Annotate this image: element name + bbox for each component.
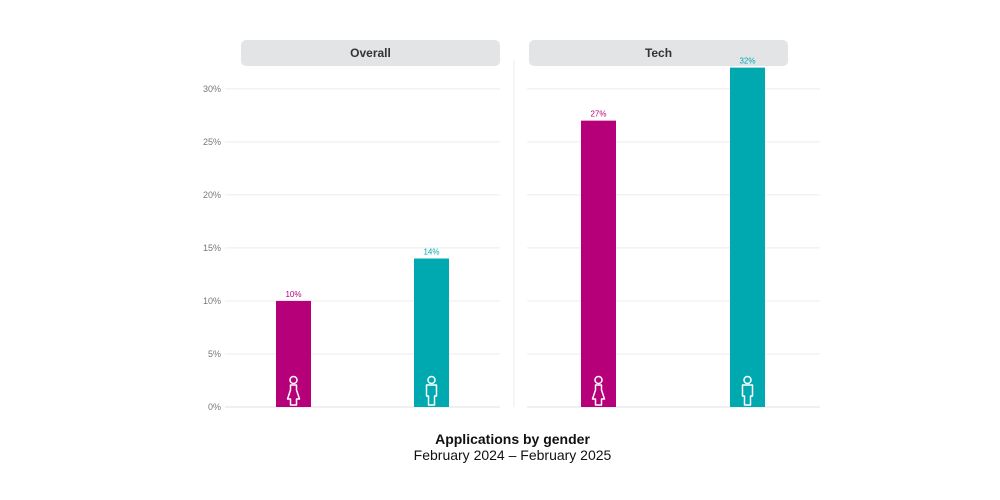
panel-overall-title: Overall xyxy=(350,46,391,60)
plot-layer: 0% 5% 10% 15% 20% 25% 30% 10% 14% 27% 32% xyxy=(203,57,820,412)
male-icon-overall xyxy=(425,375,438,406)
data-label-overall-men: 14% xyxy=(423,248,439,257)
panel-tech-title: Tech xyxy=(645,46,672,60)
y-tick-label-2: 10% xyxy=(203,296,221,306)
bar-tech-women xyxy=(581,120,616,408)
chart-caption-subtitle: February 2024 – February 2025 xyxy=(413,447,612,463)
male-icon-tech xyxy=(741,375,754,406)
male-icon-tech-body xyxy=(741,384,754,406)
panel-tech-header xyxy=(529,40,788,66)
female-icon-overall xyxy=(286,375,301,406)
panel-tech: Tech xyxy=(529,40,788,66)
y-tick-label-6: 30% xyxy=(203,84,221,94)
male-icon-overall-head xyxy=(427,375,436,385)
female-icon-tech-head xyxy=(594,375,603,385)
y-tick-label-3: 15% xyxy=(203,243,221,253)
bar-overall-women xyxy=(276,300,311,407)
female-icon-tech xyxy=(591,375,606,406)
y-tick-label-4: 20% xyxy=(203,190,221,200)
data-label-tech-men: 32% xyxy=(739,57,755,66)
data-label-overall-women: 10% xyxy=(285,290,301,299)
panel-overall-header xyxy=(241,40,500,66)
y-tick-label-1: 5% xyxy=(208,349,221,359)
female-icon-tech-body xyxy=(591,384,606,406)
male-icon-overall-body xyxy=(425,384,438,406)
chart-caption-title: Applications by gender xyxy=(435,431,590,447)
data-label-tech-women: 27% xyxy=(590,110,606,119)
bar-tech-men xyxy=(730,67,765,407)
y-tick-label-0: 0% xyxy=(208,402,221,412)
male-icon-tech-head xyxy=(743,375,752,385)
bar-overall-men xyxy=(414,258,449,407)
female-icon-overall-head xyxy=(289,375,298,385)
y-tick-label-5: 25% xyxy=(203,137,221,147)
female-icon-overall-body xyxy=(286,384,301,406)
panel-overall: Overall xyxy=(241,40,500,66)
